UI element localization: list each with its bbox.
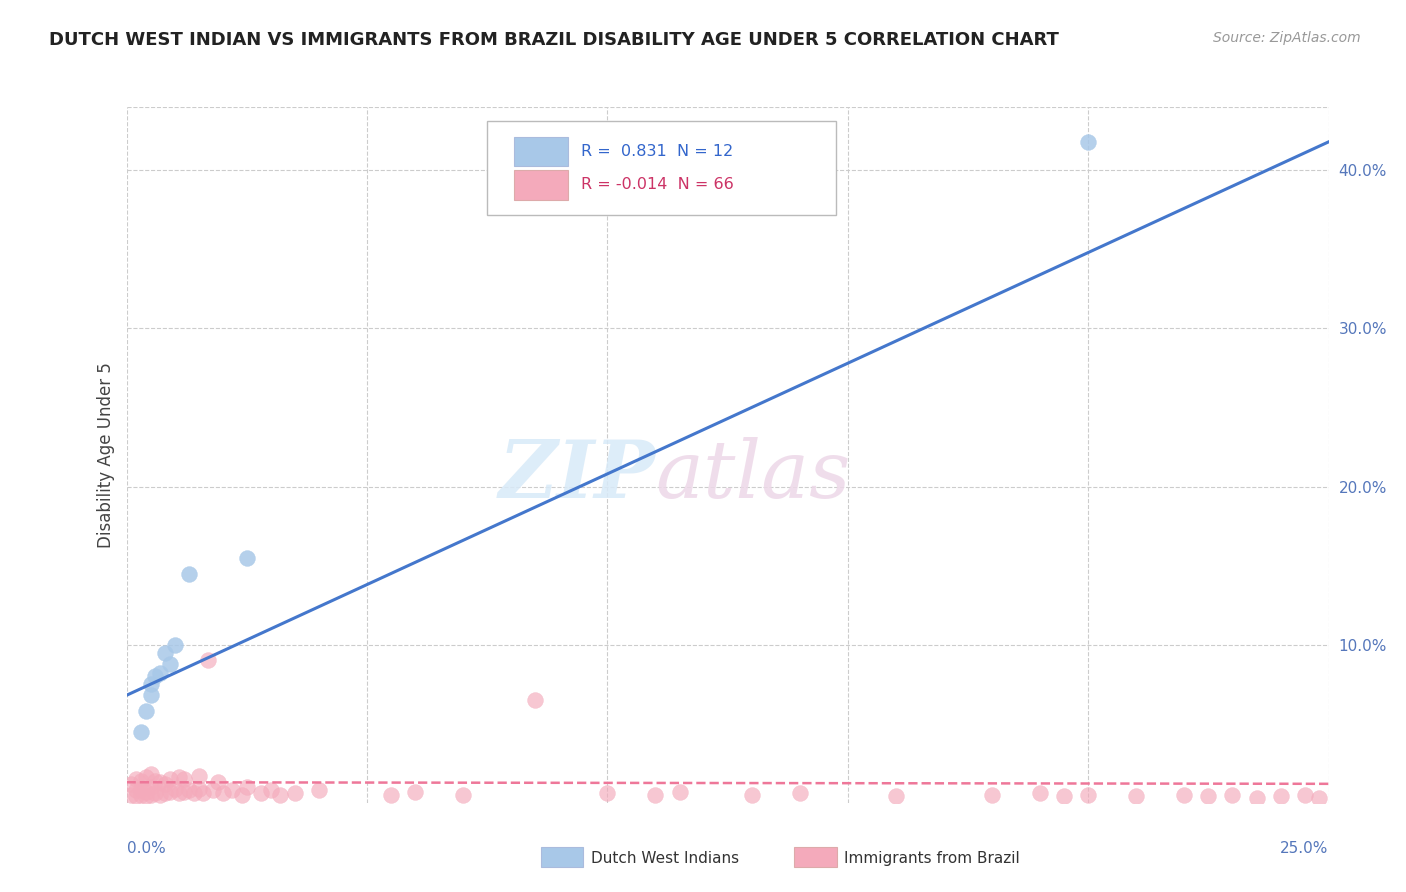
Point — [173, 772, 195, 786]
Point — [120, 788, 142, 802]
Point — [221, 783, 243, 797]
Text: Source: ZipAtlas.com: Source: ZipAtlas.com — [1213, 31, 1361, 45]
Point — [145, 669, 167, 683]
Point — [1222, 788, 1244, 802]
Text: ZIP: ZIP — [499, 437, 655, 515]
Point — [596, 786, 619, 800]
Y-axis label: Disability Age Under 5: Disability Age Under 5 — [97, 362, 115, 548]
Point — [193, 786, 215, 800]
Text: Dutch West Indians: Dutch West Indians — [591, 851, 738, 865]
Text: R =  0.831  N = 12: R = 0.831 N = 12 — [581, 145, 733, 159]
Point — [129, 724, 152, 739]
Text: atlas: atlas — [655, 437, 851, 515]
FancyBboxPatch shape — [486, 121, 835, 215]
Point — [1077, 135, 1099, 149]
Point — [187, 769, 209, 783]
Point — [149, 788, 172, 802]
Point — [668, 785, 690, 799]
Point — [163, 781, 186, 796]
Point — [145, 773, 167, 788]
Point — [202, 783, 225, 797]
Point — [1197, 789, 1219, 804]
Point — [135, 704, 157, 718]
Point — [177, 783, 200, 797]
Point — [139, 677, 162, 691]
Point — [884, 789, 907, 804]
Point — [139, 688, 162, 702]
Point — [260, 783, 283, 797]
Point — [269, 788, 291, 802]
Point — [135, 785, 157, 799]
Point — [380, 788, 402, 802]
Bar — [513, 170, 568, 200]
Point — [129, 788, 152, 802]
Point — [235, 780, 259, 794]
Point — [211, 786, 233, 800]
Point — [1173, 788, 1195, 802]
Text: Immigrants from Brazil: Immigrants from Brazil — [844, 851, 1019, 865]
Point — [135, 771, 157, 785]
Point — [1294, 788, 1316, 802]
Point — [145, 786, 167, 800]
Point — [153, 786, 176, 800]
Point — [197, 653, 219, 667]
Point — [187, 781, 209, 796]
Point — [159, 772, 181, 786]
Point — [1308, 791, 1330, 805]
Point — [284, 786, 307, 800]
Point — [404, 785, 426, 799]
Point — [789, 786, 811, 800]
Point — [139, 767, 162, 781]
Point — [1246, 791, 1268, 805]
Text: DUTCH WEST INDIAN VS IMMIGRANTS FROM BRAZIL DISABILITY AGE UNDER 5 CORRELATION C: DUTCH WEST INDIAN VS IMMIGRANTS FROM BRA… — [49, 31, 1059, 49]
Point — [159, 785, 181, 799]
Point — [1077, 788, 1099, 802]
Point — [135, 789, 157, 804]
Point — [183, 786, 205, 800]
Point — [451, 788, 474, 802]
Point — [308, 783, 330, 797]
Point — [129, 773, 152, 788]
Point — [231, 788, 253, 802]
Point — [120, 777, 142, 791]
Point — [177, 566, 200, 581]
Point — [169, 771, 191, 785]
Point — [981, 788, 1004, 802]
Point — [153, 646, 176, 660]
Point — [139, 788, 162, 802]
Point — [149, 775, 172, 789]
Text: 25.0%: 25.0% — [1281, 841, 1329, 856]
Point — [125, 772, 148, 786]
Point — [169, 786, 191, 800]
Text: R = -0.014  N = 66: R = -0.014 N = 66 — [581, 178, 734, 193]
Point — [139, 780, 162, 794]
Text: 0.0%: 0.0% — [127, 841, 166, 856]
Point — [741, 788, 763, 802]
Point — [524, 693, 547, 707]
Point — [125, 783, 148, 797]
Point — [129, 781, 152, 796]
Point — [1029, 786, 1052, 800]
Point — [159, 657, 181, 671]
Point — [250, 786, 273, 800]
Point — [235, 550, 259, 565]
Point — [207, 775, 229, 789]
Point — [163, 638, 186, 652]
Point — [1053, 789, 1076, 804]
Point — [173, 785, 195, 799]
Point — [1270, 789, 1292, 804]
Bar — [513, 137, 568, 166]
Point — [153, 777, 176, 791]
Point — [125, 789, 148, 804]
Point — [149, 666, 172, 681]
Point — [1125, 789, 1147, 804]
Point — [644, 788, 666, 802]
